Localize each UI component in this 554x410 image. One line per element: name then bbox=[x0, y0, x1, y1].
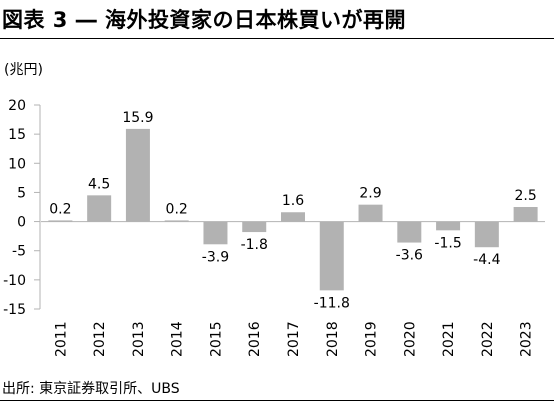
bar-2018 bbox=[319, 221, 344, 291]
data-label-2019: 2.9 bbox=[359, 186, 381, 202]
x-tick-label: 2016 bbox=[247, 321, 263, 357]
y-tick-label: 5 bbox=[17, 185, 26, 201]
x-tick-label: 2020 bbox=[402, 321, 418, 357]
bar-2012 bbox=[87, 195, 112, 222]
y-tick-label: -15 bbox=[3, 302, 26, 318]
bar-2011 bbox=[48, 220, 73, 222]
data-label-2018: -11.8 bbox=[314, 295, 350, 311]
y-tick-label: -10 bbox=[3, 273, 26, 289]
y-tick-label: 0 bbox=[17, 215, 26, 231]
data-label-2011: 0.2 bbox=[49, 201, 71, 217]
data-label-2012: 4.5 bbox=[88, 176, 110, 192]
x-tick-label: 2014 bbox=[170, 321, 186, 357]
x-tick-label: 2019 bbox=[364, 321, 380, 357]
x-tick-label: 2023 bbox=[519, 321, 535, 357]
bar-2021 bbox=[436, 221, 461, 231]
chart-title: 図表 3 ― 海外投資家の日本株買いが再開 bbox=[2, 8, 407, 32]
bar-2022 bbox=[474, 221, 499, 248]
y-tick-label: 10 bbox=[8, 156, 26, 172]
x-tick-label: 2015 bbox=[208, 321, 224, 357]
x-tick-label: 2018 bbox=[325, 321, 341, 357]
data-label-2013: 15.9 bbox=[122, 110, 153, 126]
x-tick-label: 2017 bbox=[286, 321, 302, 357]
data-label-2015: -3.9 bbox=[202, 249, 229, 265]
bar-2020 bbox=[397, 221, 422, 243]
data-label-2016: -1.8 bbox=[241, 237, 268, 253]
bar-2015 bbox=[203, 221, 228, 245]
data-label-2021: -1.5 bbox=[434, 235, 461, 251]
bars bbox=[48, 128, 538, 291]
y-tick-label: 20 bbox=[8, 98, 26, 114]
source-note: 出所: 東京証券取引所、UBS bbox=[2, 381, 180, 397]
x-tick-label: 2012 bbox=[92, 321, 108, 357]
bar-2016 bbox=[242, 221, 267, 233]
x-tick-label: 2021 bbox=[441, 321, 457, 357]
data-label-2017: 1.6 bbox=[282, 193, 304, 209]
bar-2014 bbox=[164, 220, 189, 222]
bar-2017 bbox=[281, 212, 305, 222]
data-label-2022: -4.4 bbox=[473, 252, 500, 268]
footer-divider bbox=[0, 400, 554, 401]
bar-2013 bbox=[125, 128, 150, 222]
title-divider bbox=[0, 38, 554, 39]
y-tick-label: -5 bbox=[12, 244, 26, 260]
data-label-2020: -3.6 bbox=[396, 248, 423, 264]
x-axis: 2011 2012 2013 2014 2015 2016 2017 2018 2019 2020… bbox=[41, 221, 545, 357]
x-tick-label: 2011 bbox=[53, 321, 69, 357]
bar-2019 bbox=[358, 204, 383, 222]
x-tick-label: 2022 bbox=[480, 321, 496, 357]
data-label-2014: 0.2 bbox=[166, 201, 188, 217]
x-tick-label: 2013 bbox=[131, 321, 147, 357]
y-axis: 20 15 10 5 0 -5 -10 -15 bbox=[3, 98, 41, 318]
bar-2023 bbox=[513, 207, 538, 222]
data-label-2023: 2.5 bbox=[514, 188, 536, 204]
y-tick-label: 15 bbox=[8, 127, 26, 143]
y-axis-unit-label: (兆円) bbox=[4, 62, 43, 78]
data-labels: 0.2 4.5 15.9 0.2 -3.9 -1.8 1.6 -11.8 2.9 -3.6 -1.5… bbox=[49, 110, 536, 311]
